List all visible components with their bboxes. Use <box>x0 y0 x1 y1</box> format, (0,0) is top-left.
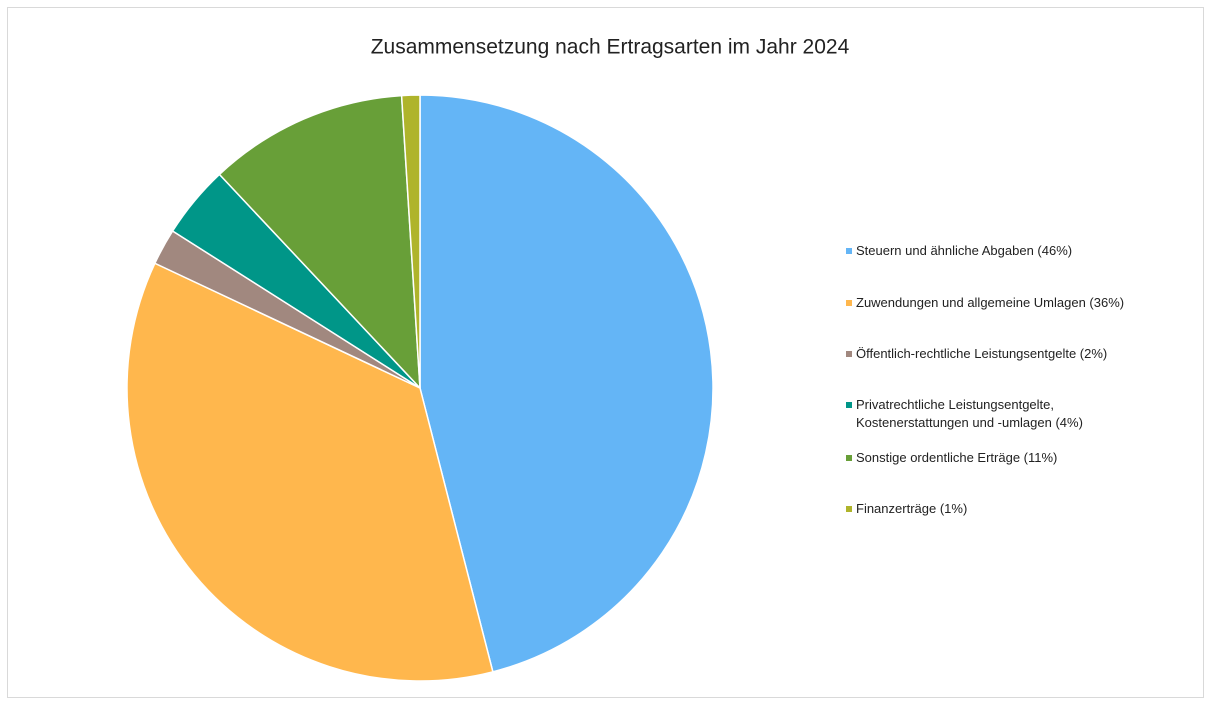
legend-swatch <box>846 300 852 306</box>
legend-entry: Finanzerträge (1%) <box>846 500 967 518</box>
legend-label: Öffentlich-rechtliche Leistungsentgelte … <box>856 346 1108 361</box>
pie-slice <box>400 94 421 389</box>
legend-swatch <box>846 402 852 408</box>
pie-slice <box>218 94 421 391</box>
legend-swatch <box>846 506 852 512</box>
legend-label: Steuern und ähnliche Abgaben (46%) <box>856 243 1073 258</box>
legend-label: Sonstige ordentliche Erträge (11%) <box>856 450 1058 465</box>
pie-slice <box>126 262 494 682</box>
legend-label: Privatrechtliche Leistungsentgelte, Kost… <box>856 397 1083 430</box>
legend-swatch <box>846 455 852 461</box>
legend-swatch <box>846 248 852 254</box>
legend-label: Finanzerträge (1%) <box>856 501 968 516</box>
legend-swatch <box>846 351 852 357</box>
legend-entry: Sonstige ordentliche Erträge (11%) <box>846 449 1057 467</box>
legend-label: Zuwendungen und allgemeine Umlagen (36%) <box>856 295 1125 310</box>
legend-entry: Steuern und ähnliche Abgaben (46%) <box>846 242 1072 260</box>
legend-entry: Zuwendungen und allgemeine Umlagen (36%) <box>846 294 1124 312</box>
pie-slice <box>419 94 714 673</box>
chart-title: Zusammensetzung nach Ertragsarten im Jah… <box>371 36 850 59</box>
legend-entry: Privatrechtliche Leistungsentgelte, Kost… <box>846 396 1083 432</box>
legend-entry: Öffentlich-rechtliche Leistungsentgelte … <box>846 345 1107 363</box>
